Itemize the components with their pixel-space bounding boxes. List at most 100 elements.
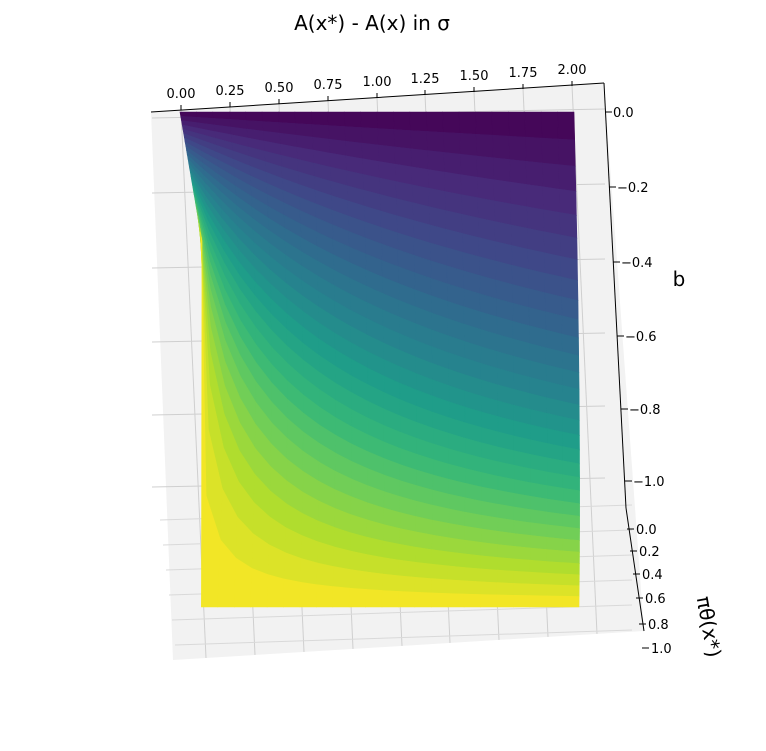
- surface-patch: [348, 587, 367, 608]
- surface-patch: [541, 137, 560, 166]
- surface-patch: [497, 530, 515, 547]
- surface-patch: [546, 549, 564, 563]
- surface-patch: [529, 571, 547, 586]
- y-axis-line: [603, 82, 627, 509]
- x-tick-label: 1.25: [411, 72, 440, 87]
- surface-patch: [366, 554, 384, 575]
- surface-patch: [448, 537, 466, 555]
- surface-mesh: [179, 111, 580, 608]
- surface-patch: [560, 234, 578, 261]
- surface-patch: [526, 184, 544, 211]
- surface-patch: [460, 174, 479, 199]
- surface-patch: [562, 487, 580, 505]
- surface-patch: [496, 594, 514, 608]
- surface-patch: [431, 549, 449, 567]
- grid-line: [171, 604, 633, 621]
- z-tick-label: 0.8: [648, 618, 669, 633]
- surface-patch: [492, 157, 511, 183]
- surface-patch: [496, 569, 515, 584]
- surface-patch: [480, 581, 498, 596]
- surface-patch: [415, 561, 433, 579]
- surface-patch: [480, 555, 498, 571]
- surface-patch: [530, 495, 548, 513]
- surface-patch: [529, 559, 547, 574]
- chart-title: A(x*) - A(x) in σ: [294, 11, 450, 35]
- surface-patch: [546, 498, 564, 515]
- surface-patch: [542, 162, 560, 190]
- surface-patch: [480, 568, 498, 583]
- surface-patch: [250, 567, 269, 608]
- y-tick-label: −0.4: [621, 256, 653, 271]
- surface-patch: [398, 575, 416, 593]
- surface-patch: [381, 590, 400, 608]
- y-tick-label: 0.0: [613, 106, 634, 121]
- surface-patch: [394, 146, 413, 168]
- surface-patch: [343, 111, 362, 128]
- y-tick-label: −0.2: [617, 181, 649, 196]
- x-tick-label: 0.50: [265, 81, 294, 96]
- surface-patch: [513, 520, 531, 536]
- surface-patch: [546, 524, 564, 540]
- surface-patch: [529, 583, 547, 597]
- surface-patch: [530, 522, 548, 538]
- surface-patch: [475, 111, 493, 136]
- surface-patch: [530, 509, 548, 526]
- surface-patch: [562, 573, 580, 587]
- surface-patch: [415, 546, 433, 565]
- surface-patch: [480, 594, 498, 608]
- surface-patch: [546, 485, 564, 502]
- surface-patch: [443, 152, 462, 176]
- surface-patch: [559, 212, 578, 239]
- surface-patch: [476, 155, 495, 181]
- surface-patch: [447, 579, 465, 595]
- surface-patch: [497, 517, 515, 534]
- surface-patch: [477, 197, 496, 222]
- surface-patch: [458, 111, 477, 135]
- surface-patch: [508, 135, 527, 162]
- surface-patch: [415, 531, 433, 551]
- x-tick-label: 0.25: [216, 84, 245, 99]
- surface-patch: [410, 130, 428, 151]
- surface-patch: [443, 132, 461, 155]
- surface-patch: [546, 561, 564, 575]
- surface-patch: [382, 573, 400, 592]
- surface-patch: [382, 557, 400, 577]
- surface-patch: [497, 544, 515, 560]
- x-tick-label: 1.75: [509, 66, 538, 81]
- surface-patch: [398, 559, 417, 578]
- surface-patch: [447, 551, 466, 568]
- x-tick-label: 2.00: [558, 63, 587, 78]
- surface-patch: [480, 528, 499, 545]
- surface-patch: [360, 127, 379, 146]
- surface-patch: [365, 589, 383, 608]
- x-tick-label: 1.50: [460, 69, 489, 84]
- surface-patch: [497, 503, 515, 521]
- surface-patch: [393, 129, 412, 150]
- surface-patch: [546, 511, 564, 528]
- surface-patch: [378, 144, 396, 165]
- z-tick-label: 0.2: [639, 545, 660, 560]
- z-tick-label: 1.0: [651, 642, 672, 657]
- surface-patch: [444, 171, 462, 196]
- surface-patch: [513, 506, 531, 524]
- surface-patch: [427, 150, 445, 173]
- surface-patch: [460, 153, 478, 178]
- surface-patch: [427, 169, 446, 192]
- y-tick-label: −0.8: [629, 403, 661, 418]
- surface-patch: [562, 562, 580, 576]
- surface-patch: [459, 132, 478, 157]
- surface-patch: [475, 133, 494, 159]
- surface-patch: [398, 591, 416, 608]
- surface-patch: [299, 581, 318, 608]
- surface-patch: [447, 565, 466, 582]
- surface-patch: [513, 558, 531, 573]
- x-tick-label: 0.75: [314, 78, 343, 93]
- surface-patch: [278, 111, 296, 124]
- grid-line: [174, 629, 633, 646]
- surface-patch: [333, 546, 351, 570]
- surface-patch: [376, 111, 395, 130]
- surface-patch: [410, 148, 429, 170]
- surface-patch: [491, 111, 510, 137]
- surface-patch: [562, 550, 580, 565]
- x-axis-ticks: 0.00 0.25 0.50 0.75 1.00 1.25 1.50 1.75 2.00: [167, 63, 587, 110]
